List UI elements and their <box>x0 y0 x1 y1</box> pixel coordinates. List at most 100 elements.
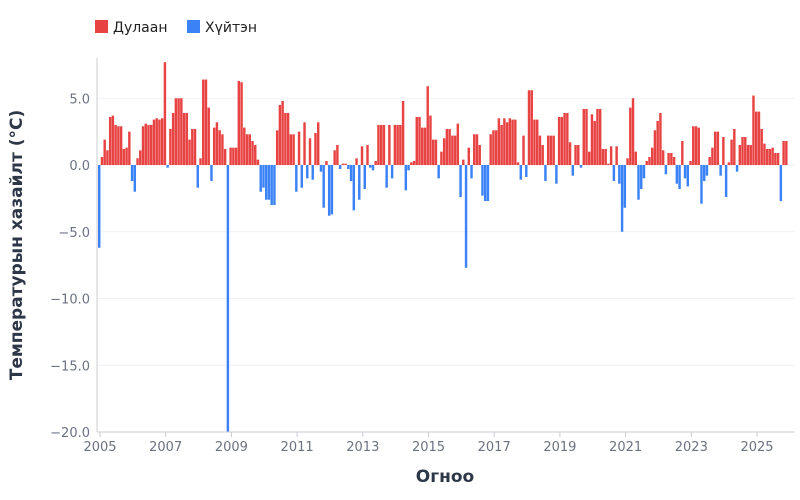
bar-warm <box>497 118 501 166</box>
bar-warm <box>672 156 676 165</box>
bar-warm <box>423 127 427 165</box>
bar-warm <box>336 144 339 165</box>
bar-cold <box>226 165 230 432</box>
bar-cold <box>300 165 304 188</box>
bar-cold <box>98 165 101 248</box>
bar-warm <box>191 128 194 165</box>
bar-cold <box>306 165 309 179</box>
bar-cold <box>735 165 739 172</box>
bar-cold <box>262 165 265 188</box>
bar-cold <box>349 165 353 182</box>
bar-cold <box>642 165 646 179</box>
bar-warm <box>689 161 692 165</box>
bar-warm <box>752 95 755 165</box>
bar-warm <box>177 98 180 165</box>
bar-warm <box>434 139 438 165</box>
bar-warm <box>286 112 290 165</box>
y-tick-label: −20.0 <box>50 426 90 441</box>
bar-warm <box>760 128 763 165</box>
bar-warm <box>697 127 700 165</box>
bar-warm <box>393 124 397 165</box>
bar-cold <box>464 165 468 268</box>
y-axis-title: Температурын хазайлт (°C) <box>7 110 27 381</box>
x-tick-label: 2007 <box>149 440 182 455</box>
legend-label-warm[interactable]: Дулаан <box>113 20 167 36</box>
bar-cold <box>264 165 268 200</box>
bar-warm <box>382 124 386 165</box>
x-axis-title: Огноо <box>416 467 474 487</box>
bar-warm <box>607 163 610 165</box>
bar-warm <box>681 140 684 165</box>
bar-warm <box>185 112 189 165</box>
bar-cold <box>133 165 137 192</box>
bar-warm <box>360 146 364 165</box>
bar-warm <box>661 150 665 165</box>
bar-cold <box>519 165 523 180</box>
bar-warm <box>670 152 673 166</box>
bar-warm <box>609 146 613 165</box>
bar-warm <box>744 136 747 166</box>
bar-warm <box>199 158 202 165</box>
x-tick-label: 2023 <box>675 440 708 455</box>
bar-warm <box>566 112 569 165</box>
bar-cold <box>618 165 621 184</box>
bar-warm <box>730 139 733 165</box>
bar-cold <box>719 165 722 176</box>
bar-warm <box>442 138 446 165</box>
bar-cold <box>363 165 366 190</box>
legend-label-cold[interactable]: Хүйтэн <box>205 20 257 36</box>
bar-cold <box>637 165 640 200</box>
bar-cold <box>390 165 394 179</box>
bar-cold <box>319 165 323 172</box>
bar-cold <box>327 165 331 216</box>
bar-warm <box>530 90 533 165</box>
bar-warm <box>516 162 520 165</box>
y-tick-label: 5.0 <box>69 92 90 107</box>
bar-warm <box>254 144 257 165</box>
bar-cold <box>358 165 361 200</box>
bar-warm <box>341 163 345 165</box>
bar-warm <box>694 126 698 165</box>
legend[interactable]: Дулаан Хүйтэн <box>95 20 257 36</box>
bar-warm <box>448 128 451 165</box>
bar-warm <box>538 135 542 165</box>
bar-warm <box>648 156 651 165</box>
bar-warm <box>355 158 358 165</box>
bar-cold <box>166 165 169 168</box>
bar-warm <box>289 134 293 165</box>
legend-swatch-warm <box>95 20 108 33</box>
bar-warm <box>325 161 328 165</box>
bar-cold <box>295 165 298 192</box>
x-tick-label: 2011 <box>281 440 314 455</box>
bar-warm <box>114 124 117 165</box>
bar-warm <box>785 140 788 165</box>
bar-warm <box>139 150 142 165</box>
bar-warm <box>763 143 766 165</box>
bar-cold <box>267 165 271 200</box>
bar-warm <box>158 119 161 165</box>
bar-cold <box>579 165 583 168</box>
x-tick-label: 2005 <box>83 440 116 455</box>
bar-cold <box>470 165 473 179</box>
bar-warm <box>237 80 241 165</box>
bar-warm <box>563 112 566 165</box>
bar-cold <box>683 165 687 179</box>
bar-cold <box>678 165 681 190</box>
bar-cold <box>196 165 199 188</box>
bar-warm <box>379 124 383 165</box>
bar-warm <box>251 140 254 165</box>
bar-warm <box>284 112 287 165</box>
bar-warm <box>180 98 183 165</box>
bar-warm <box>245 134 249 165</box>
bar-cold <box>459 165 462 198</box>
bar-warm <box>182 112 186 165</box>
bar-warm <box>494 130 498 165</box>
bar-warm <box>119 126 123 165</box>
bar-warm <box>776 152 780 166</box>
bar-warm <box>147 124 150 165</box>
bar-warm <box>711 147 714 166</box>
bar-warm <box>557 116 561 165</box>
bar-warm <box>765 148 769 165</box>
bar-warm <box>171 112 175 165</box>
